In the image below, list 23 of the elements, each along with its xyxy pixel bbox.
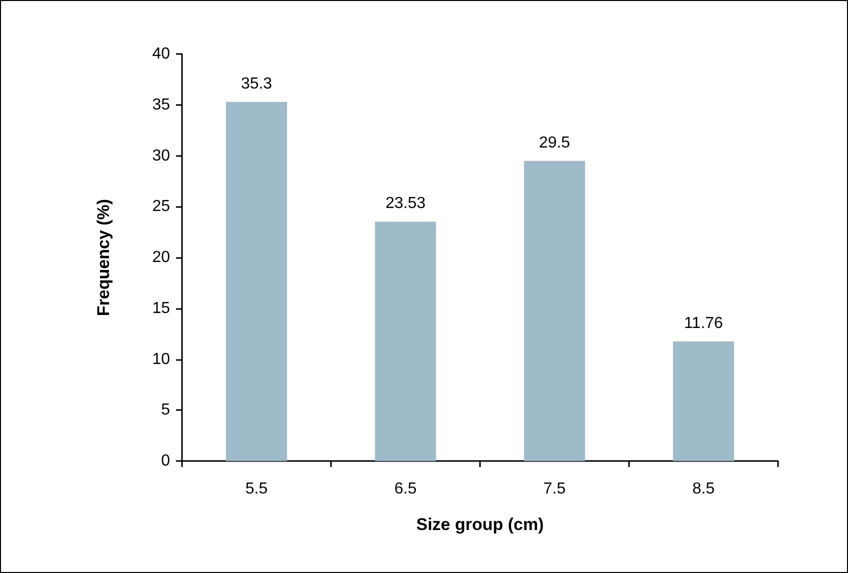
data-label: 11.76 <box>684 314 724 332</box>
y-axis-title: Frequency (%) <box>94 198 113 316</box>
x-axis-title: Size group (cm) <box>416 515 544 534</box>
data-label: 29.5 <box>538 134 570 152</box>
y-tick-label: 40 <box>152 46 170 62</box>
bar <box>672 341 734 461</box>
bar <box>226 102 288 461</box>
data-label: 23.53 <box>385 195 426 212</box>
bar <box>524 160 586 461</box>
y-tick-label: 25 <box>152 198 170 216</box>
y-tick-label: 5 <box>161 402 170 419</box>
bar <box>374 222 436 461</box>
y-tick-label: 35 <box>152 96 170 114</box>
y-tick-label: 15 <box>152 300 170 317</box>
data-label: 35.3 <box>240 75 272 92</box>
x-tick-label: 5.5 <box>245 480 268 498</box>
y-tick-label: 10 <box>152 350 170 368</box>
x-tick-label: 6.5 <box>394 480 417 498</box>
y-tick-label: 30 <box>152 147 170 164</box>
x-tick-label: 7.5 <box>543 480 566 498</box>
y-tick-label: 20 <box>152 249 170 266</box>
x-tick-label: 8.5 <box>692 480 715 498</box>
y-tick-label: 0 <box>161 452 170 470</box>
